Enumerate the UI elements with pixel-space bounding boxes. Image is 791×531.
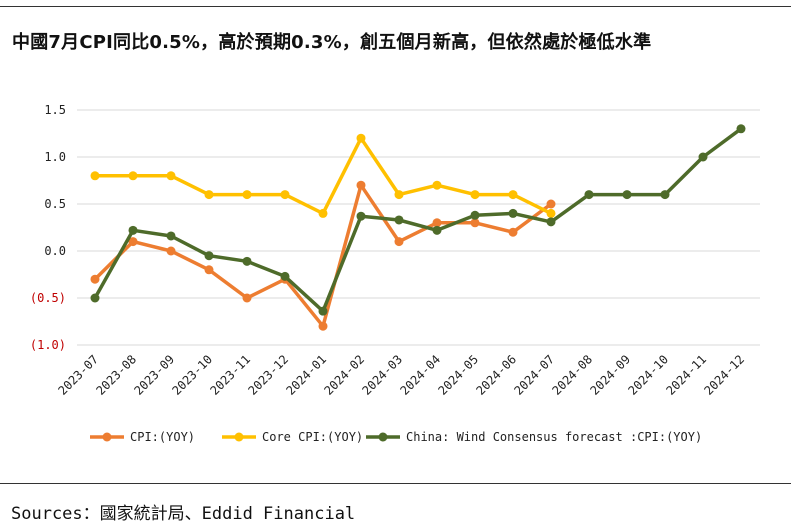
legend-label: Core CPI:(YOY) xyxy=(262,430,363,444)
data-point xyxy=(90,293,100,303)
data-point xyxy=(394,215,404,225)
x-tick-label: 2024-04 xyxy=(397,352,443,398)
legend-swatch-marker xyxy=(234,432,244,442)
x-tick-label: 2024-01 xyxy=(283,352,329,398)
data-point xyxy=(356,133,366,143)
data-point xyxy=(204,251,214,261)
data-point xyxy=(698,152,708,162)
data-point xyxy=(166,171,176,181)
data-point xyxy=(470,218,480,228)
data-point xyxy=(584,190,594,200)
data-point xyxy=(166,246,176,256)
data-point xyxy=(546,217,556,227)
legend-swatch-marker xyxy=(378,432,388,442)
data-point xyxy=(318,306,328,316)
y-tick-label: 1.0 xyxy=(44,150,66,164)
data-point xyxy=(432,225,442,235)
data-point xyxy=(356,180,366,190)
x-tick-label: 2023-12 xyxy=(245,352,291,398)
data-point xyxy=(242,256,252,266)
y-tick-label: 0.5 xyxy=(44,197,66,211)
x-tick-label: 2024-09 xyxy=(587,352,633,398)
data-point xyxy=(128,225,138,235)
chart-title: 中國7月CPI同比0.5%，高於預期0.3%，創五個月新高，但依然處於極低水準 xyxy=(12,32,652,53)
data-point xyxy=(318,208,328,218)
data-point xyxy=(736,124,746,134)
data-point xyxy=(242,190,252,200)
y-tick-label: (1.0) xyxy=(30,338,66,352)
series-line xyxy=(93,127,743,313)
data-point xyxy=(128,171,138,181)
x-tick-label: 2024-07 xyxy=(511,352,557,398)
x-tick-label: 2024-11 xyxy=(663,352,709,398)
x-tick-label: 2024-05 xyxy=(435,352,481,398)
x-tick-label: 2024-08 xyxy=(549,352,595,398)
x-tick-label: 2024-10 xyxy=(625,352,671,398)
legend-label: China: Wind Consensus forecast :CPI:(YOY… xyxy=(406,430,702,444)
x-tick-label: 2023-11 xyxy=(207,352,253,398)
data-point xyxy=(394,237,404,247)
top-rule xyxy=(0,6,791,7)
data-point xyxy=(394,190,404,200)
gridlines xyxy=(77,109,760,346)
series-line xyxy=(93,183,553,328)
data-point xyxy=(470,190,480,200)
data-point xyxy=(280,190,290,200)
data-point xyxy=(622,190,632,200)
data-point xyxy=(90,274,100,284)
data-point xyxy=(508,190,518,200)
y-axis-ticks: 1.5 1.0 0.5 0.0 (0.5) (1.0) xyxy=(30,103,66,352)
legend: CPI:(YOY) Core CPI:(YOY) China: Wind Conse… xyxy=(90,430,702,444)
data-point xyxy=(242,293,252,303)
data-point xyxy=(546,199,556,209)
data-point xyxy=(318,321,328,331)
x-tick-label: 2023-07 xyxy=(55,352,101,398)
x-tick-label: 2024-06 xyxy=(473,352,519,398)
x-tick-label: 2024-03 xyxy=(359,352,405,398)
y-tick-label: (0.5) xyxy=(30,291,66,305)
data-point xyxy=(280,271,290,281)
data-point xyxy=(508,208,518,218)
data-point xyxy=(508,227,518,237)
x-tick-label: 2024-02 xyxy=(321,352,367,398)
data-point xyxy=(432,218,442,228)
y-tick-label: 0.0 xyxy=(44,244,66,258)
data-point xyxy=(546,208,556,218)
legend-swatch-marker xyxy=(102,432,112,442)
data-point xyxy=(356,211,366,221)
series-lines xyxy=(90,124,746,331)
series-1 xyxy=(90,133,556,218)
data-point xyxy=(128,237,138,247)
x-tick-label: 2023-10 xyxy=(169,352,215,398)
bottom-rule xyxy=(0,483,791,484)
x-tick-label: 2024-12 xyxy=(701,352,747,398)
data-point xyxy=(470,210,480,220)
data-point xyxy=(432,180,442,190)
data-point xyxy=(90,171,100,181)
series-2 xyxy=(90,124,746,316)
legend-label: CPI:(YOY) xyxy=(130,430,195,444)
data-point xyxy=(166,231,176,241)
series-0 xyxy=(90,180,556,331)
data-point xyxy=(204,265,214,275)
x-tick-label: 2023-09 xyxy=(131,352,177,398)
series-line xyxy=(93,136,553,216)
x-tick-label: 2023-08 xyxy=(93,352,139,398)
source-note: Sources：國家統計局、Eddid Financial xyxy=(11,504,356,524)
data-point xyxy=(204,190,214,200)
y-tick-label: 1.5 xyxy=(44,103,66,117)
x-axis-ticks: 2023-072023-082023-092023-102023-112023-… xyxy=(55,352,747,398)
data-point xyxy=(660,190,670,200)
